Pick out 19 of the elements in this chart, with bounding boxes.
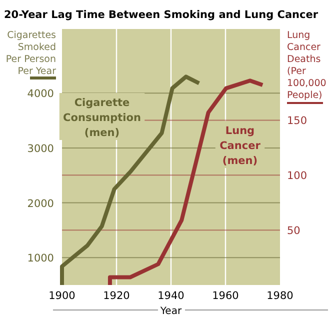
- chart-title: 20-Year Lag Time Between Smoking and Lung Cancer: [4, 9, 319, 21]
- x-axis-title: Year: [159, 306, 182, 317]
- y2-tick-label: 50: [287, 225, 300, 238]
- y-tick-label: 3000: [27, 142, 54, 155]
- line-series: [60, 74, 202, 287]
- x-tick-label: 1940: [158, 290, 184, 302]
- series-label: Lung Cancer (men): [220, 125, 262, 167]
- y2-tick-label: 150: [287, 115, 308, 128]
- y2-axis-title: Lung Cancer Deaths (Per 100,000 People): [287, 30, 326, 101]
- x-tick-label: 1900: [48, 290, 76, 302]
- y-tick-label: 4000: [27, 88, 54, 100]
- y-axis-title: Cigarettes Smoked Per Person Per Year: [6, 30, 56, 77]
- y-tick-label: 2000: [27, 198, 54, 210]
- series-label: Cigarette Consumption (men): [63, 97, 141, 139]
- y-tick-label: 1000: [27, 252, 54, 265]
- x-tick-label: 1920: [103, 290, 130, 302]
- x-tick-label: 1980: [266, 290, 294, 302]
- y2-tick-label: 100: [287, 170, 308, 182]
- x-tick-label: 1960: [212, 290, 239, 302]
